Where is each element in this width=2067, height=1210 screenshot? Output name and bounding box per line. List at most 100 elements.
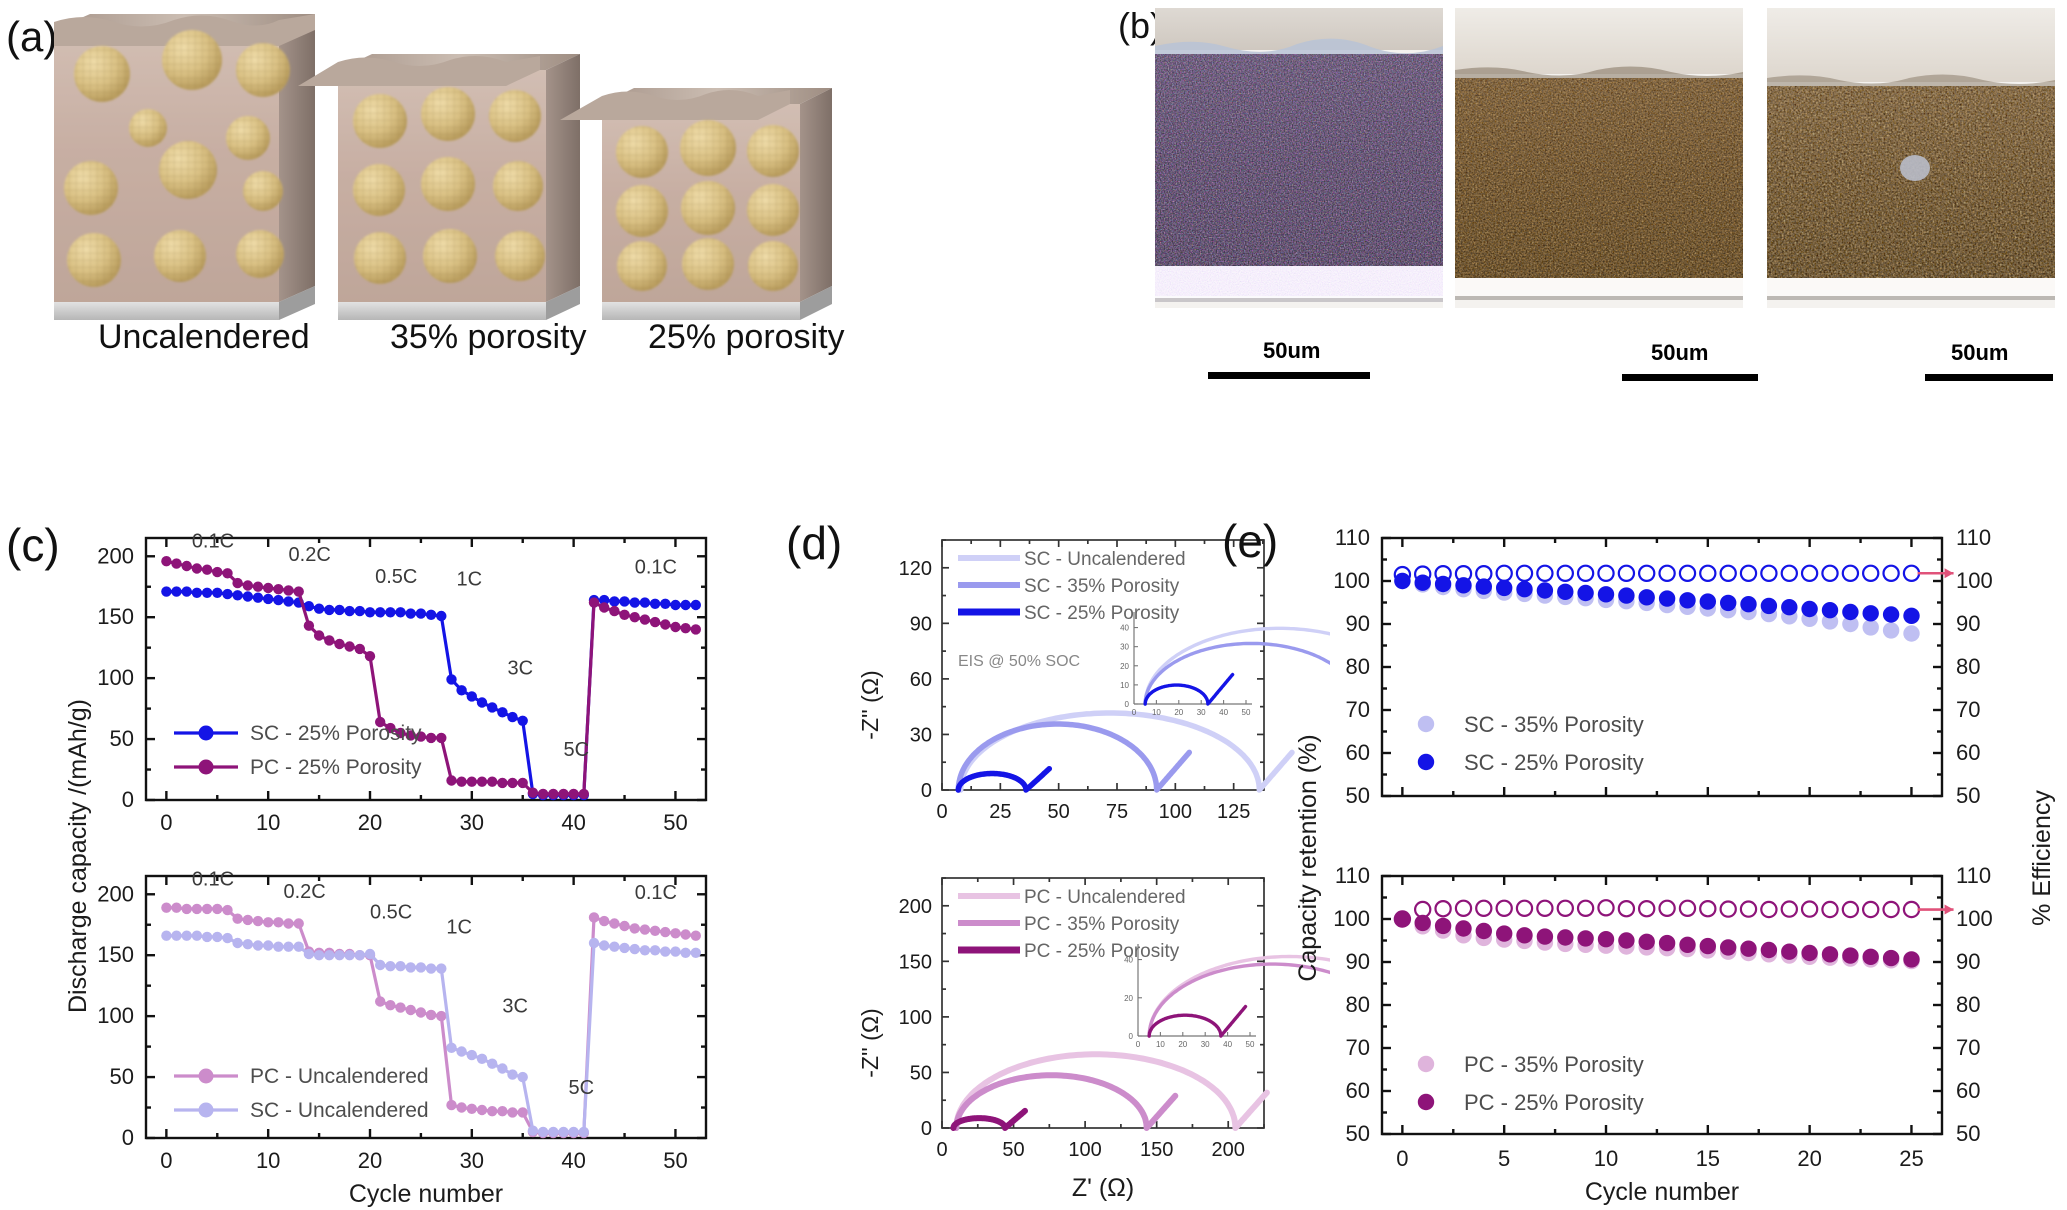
data-point	[670, 621, 681, 633]
data-point	[181, 560, 192, 572]
data-point	[273, 941, 284, 952]
data-point	[548, 1126, 559, 1138]
data-point-25	[1740, 940, 1757, 957]
chart-e-top: 50 50 60 60 70 70 80 80 90 90 100 100 110 110 SC - 35%…	[1333, 525, 1992, 808]
data-point	[242, 939, 253, 950]
data-point	[649, 598, 661, 609]
data-point	[405, 608, 416, 619]
micrograph-uncalendered	[1155, 8, 1443, 308]
efficiency-point	[1678, 564, 1697, 583]
data-point	[517, 1071, 528, 1083]
data-point-25	[1821, 602, 1839, 619]
data-point	[558, 1126, 569, 1138]
data-point-25	[1699, 937, 1716, 955]
data-point	[446, 674, 457, 685]
data-point	[344, 605, 355, 617]
svg-text:20: 20	[1120, 662, 1129, 671]
data-point	[283, 918, 294, 929]
data-point-25	[1699, 593, 1716, 610]
data-point	[609, 605, 620, 617]
rate-label: 0.2C	[289, 544, 331, 566]
data-point	[629, 612, 640, 623]
efficiency-point	[1821, 900, 1839, 919]
data-point-25	[1760, 941, 1778, 959]
data-point	[375, 959, 386, 971]
svg-text:10: 10	[256, 1148, 280, 1173]
data-point	[232, 913, 243, 924]
data-point	[660, 598, 671, 609]
svg-text:50: 50	[110, 1064, 134, 1089]
data-point-25	[1496, 579, 1513, 597]
efficiency-point	[1800, 564, 1819, 583]
data-point	[507, 1107, 518, 1118]
data-point	[415, 1007, 427, 1018]
data-point	[497, 707, 508, 718]
rate-label: 5C	[569, 1077, 595, 1099]
efficiency-point	[1556, 564, 1574, 583]
data-point	[476, 1104, 488, 1116]
svg-text:110: 110	[1956, 525, 1991, 550]
efficiency-point	[1393, 910, 1412, 928]
data-point	[629, 597, 640, 608]
data-point	[334, 638, 345, 650]
svg-text:100: 100	[1068, 1139, 1101, 1161]
data-point	[507, 1069, 518, 1080]
svg-text:100: 100	[1333, 568, 1370, 593]
inset-sc-35	[1143, 641, 1330, 706]
data-point	[466, 1049, 477, 1061]
svg-text:0: 0	[160, 810, 172, 835]
data-point	[558, 788, 569, 800]
efficiency-point	[1495, 899, 1513, 917]
svg-text:40: 40	[1219, 708, 1228, 717]
data-point	[609, 941, 620, 952]
efficiency-point	[1638, 900, 1656, 918]
data-point-25	[1658, 590, 1676, 607]
y2-axis-title: % Efficiency	[2028, 790, 2056, 926]
legend-label: SC - Uncalendered	[1024, 549, 1186, 570]
svg-text:10: 10	[1120, 681, 1129, 690]
data-point	[161, 556, 172, 567]
svg-text:200: 200	[899, 896, 932, 918]
data-point	[517, 715, 528, 726]
data-point-25	[1475, 578, 1492, 595]
legend-label: SC - 25% Porosity	[1024, 603, 1180, 624]
efficiency-point	[1454, 565, 1473, 583]
data-point	[212, 903, 223, 915]
eis-note: EIS @ 50% SOC	[958, 653, 1080, 670]
svg-text:100: 100	[1159, 801, 1192, 823]
svg-text:80: 80	[1956, 654, 1980, 679]
rate-label: 0.1C	[192, 869, 234, 891]
plot-frame	[941, 539, 1265, 791]
data-point	[324, 950, 335, 961]
data-point	[334, 604, 345, 616]
svg-text:70: 70	[1346, 1035, 1370, 1060]
chart-e-bottom: 0 5 10 15 20 25 50 50 60 60 70 70 80 80 90 90 100 100 110 1…	[1333, 863, 1992, 1171]
data-point	[293, 918, 304, 929]
svg-text:125: 125	[1217, 801, 1250, 823]
svg-text:0: 0	[122, 787, 134, 812]
svg-text:50: 50	[110, 726, 134, 751]
scalebar-line-2	[1622, 374, 1758, 381]
legend-label: PC - 35% Porosity	[1464, 1052, 1644, 1077]
data-point	[191, 903, 203, 915]
svg-text:30: 30	[460, 1148, 484, 1173]
efficiency-point	[1658, 564, 1676, 583]
efficiency-point	[1841, 900, 1860, 919]
data-point	[537, 1126, 549, 1138]
svg-text:70: 70	[1956, 1035, 1980, 1060]
legend-marker	[198, 759, 214, 775]
data-point	[242, 591, 253, 602]
data-point	[212, 931, 223, 943]
rate-label: 1C	[457, 569, 483, 591]
rate-label: 5C	[563, 739, 589, 761]
data-point	[232, 590, 243, 601]
data-point	[609, 596, 620, 607]
inset-sc-uncalendered	[1143, 626, 1330, 706]
data-point	[609, 918, 620, 929]
data-point-25	[1516, 927, 1533, 944]
inset-d-bottom: 0 20 40 0 10 20 30 40 50	[1124, 944, 1330, 1049]
svg-text:50: 50	[1956, 1121, 1980, 1146]
efficiency-arrow-head	[1944, 904, 1954, 915]
data-point	[670, 946, 681, 957]
